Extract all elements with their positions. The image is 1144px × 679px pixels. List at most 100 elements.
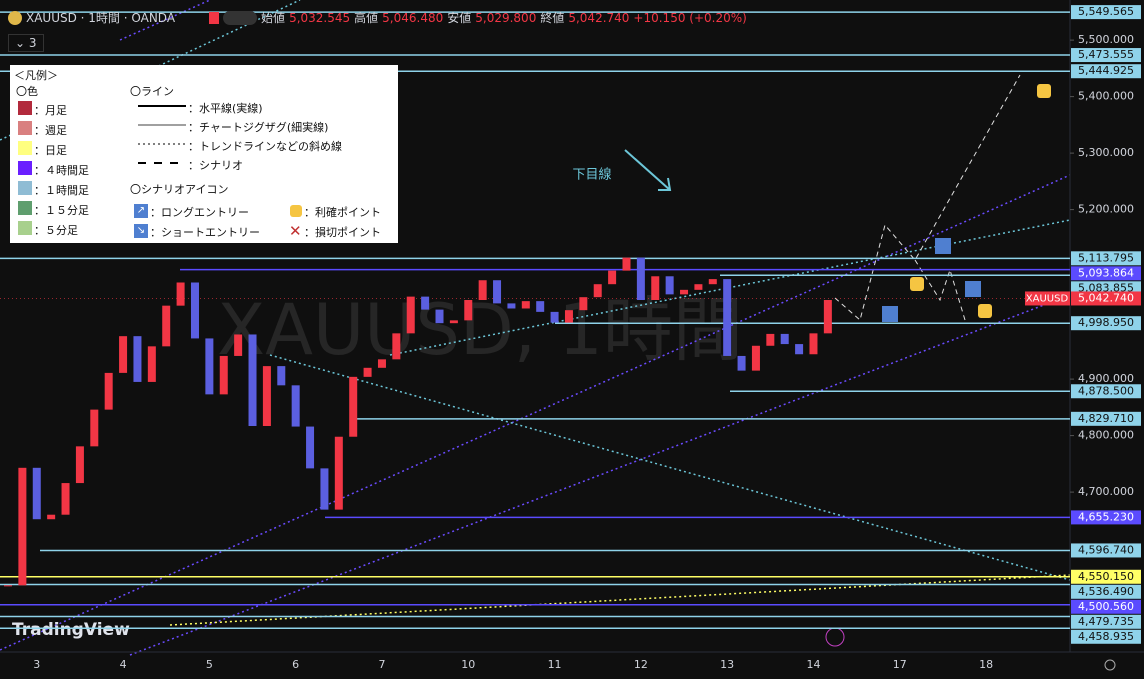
level-label-bg bbox=[1071, 543, 1141, 558]
trend-line bbox=[119, 0, 211, 41]
x-tick-label: 17 bbox=[893, 658, 907, 671]
level-label-bg bbox=[1071, 5, 1141, 20]
alert-icon[interactable] bbox=[825, 627, 845, 647]
close: 5,042.740 bbox=[568, 10, 630, 25]
open-label: 始値 bbox=[261, 11, 286, 25]
legend-color: ：１５分足 bbox=[34, 204, 89, 217]
candle bbox=[90, 409, 99, 447]
legend-line: ：水平線(実線) bbox=[188, 102, 263, 115]
settings-icon[interactable] bbox=[1104, 659, 1116, 671]
flag[interactable] bbox=[209, 11, 220, 24]
legend-heading: 〇色 bbox=[16, 85, 38, 98]
legend-line: ：チャートジグザグ(細実線) bbox=[188, 121, 329, 134]
color-swatch bbox=[18, 181, 32, 195]
level-label: 4,458.935 bbox=[1078, 630, 1134, 643]
legend-icon: ：ショートエントリー bbox=[150, 226, 260, 239]
thumb-icon bbox=[978, 304, 992, 318]
candle bbox=[119, 336, 128, 373]
legend-heading: 〇シナリオアイコン bbox=[130, 183, 229, 196]
toggle[interactable] bbox=[223, 10, 258, 25]
legend: ＜凡例＞ 〇色 〇ライン ：水平線(実線) ：チャートジグザグ(細実線) ：トレ… bbox=[10, 65, 398, 243]
symbol[interactable]: XAUUSD · 1時間 · OANDA bbox=[26, 11, 176, 25]
level-label: 4,536.490 bbox=[1078, 585, 1134, 598]
level-label: 5,444.925 bbox=[1078, 64, 1134, 77]
candle bbox=[435, 309, 444, 324]
x-tick-label: 5 bbox=[206, 658, 213, 671]
close-label: 終値 bbox=[540, 11, 565, 25]
candle bbox=[377, 359, 386, 368]
x-tick-label: 11 bbox=[548, 658, 562, 671]
color-swatch bbox=[18, 221, 32, 235]
level-label: 4,878.500 bbox=[1078, 384, 1134, 397]
level-label: 5,093.864 bbox=[1078, 266, 1134, 279]
level-label-bg bbox=[1071, 614, 1141, 629]
color-swatch bbox=[18, 201, 32, 215]
level-label: 4,479.735 bbox=[1078, 615, 1134, 628]
y-tick-label: 4,800.000 bbox=[1078, 429, 1134, 442]
level-label-bg bbox=[1071, 64, 1141, 79]
candle bbox=[248, 334, 257, 427]
level-label: 4,655.230 bbox=[1078, 510, 1134, 523]
candle bbox=[277, 366, 286, 386]
high-label: 高値 bbox=[354, 11, 379, 25]
legend-icon: ：ロングエントリー bbox=[150, 206, 249, 219]
candle bbox=[406, 296, 415, 334]
level-label-bg bbox=[1071, 316, 1141, 331]
legend-icon: ：利確ポイント bbox=[304, 206, 381, 219]
x-tick-label: 6 bbox=[292, 658, 299, 671]
last-price-name: XAUUSD bbox=[1026, 293, 1069, 304]
level-label-bg bbox=[1071, 48, 1141, 63]
y-tick-label: 5,500.000 bbox=[1078, 33, 1134, 46]
candle bbox=[795, 344, 804, 355]
candle bbox=[780, 333, 789, 345]
short-icon bbox=[965, 281, 981, 297]
x-tick-label: 13 bbox=[720, 658, 734, 671]
long-icon bbox=[882, 306, 898, 322]
change: +10.150 (+0.20%) bbox=[633, 10, 747, 25]
candle bbox=[421, 296, 430, 310]
candle bbox=[608, 270, 617, 285]
annotation: 下目線 bbox=[572, 167, 611, 183]
low: 5,029.800 bbox=[475, 10, 537, 25]
candle bbox=[665, 276, 674, 295]
thumb-icon bbox=[1037, 84, 1051, 98]
legend-color: ：日足 bbox=[34, 144, 67, 157]
color-swatch bbox=[18, 161, 32, 175]
candle bbox=[478, 280, 487, 301]
scenario-line bbox=[834, 74, 1021, 321]
level-label-bg bbox=[1071, 384, 1141, 399]
candle bbox=[162, 305, 171, 347]
candle bbox=[234, 334, 243, 356]
legend-line: ：トレンドラインなどの斜め線 bbox=[188, 140, 342, 153]
candle bbox=[47, 514, 56, 520]
legend-color: ：週足 bbox=[34, 124, 67, 137]
candle bbox=[493, 280, 502, 304]
watermark: XAUUSD, 1時間 bbox=[217, 289, 743, 371]
candle bbox=[133, 336, 142, 382]
trend-line bbox=[0, 174, 1071, 651]
level-label-bg bbox=[1071, 569, 1141, 584]
candle bbox=[708, 279, 717, 285]
indicator-toggle[interactable]: ⌄ 3 bbox=[8, 34, 44, 52]
short-icon: ↘ bbox=[134, 224, 148, 238]
low-label: 安値 bbox=[447, 11, 472, 25]
candle bbox=[291, 385, 300, 427]
level-label: 4,998.950 bbox=[1078, 316, 1134, 329]
legend-line: ：シナリオ bbox=[188, 159, 243, 172]
candle bbox=[104, 372, 113, 410]
candle bbox=[809, 333, 818, 355]
candle bbox=[766, 333, 775, 346]
level-label: 5,549.565 bbox=[1078, 5, 1134, 18]
candle bbox=[147, 346, 156, 382]
x-tick-label: 10 bbox=[461, 658, 475, 671]
candle bbox=[694, 284, 703, 290]
candle bbox=[622, 257, 631, 271]
candle bbox=[636, 257, 645, 301]
candle bbox=[651, 276, 660, 301]
level-label-bg bbox=[1071, 599, 1141, 614]
candle bbox=[205, 338, 214, 395]
line-samples bbox=[138, 105, 186, 164]
candle bbox=[363, 367, 372, 377]
arrow bbox=[658, 177, 672, 191]
